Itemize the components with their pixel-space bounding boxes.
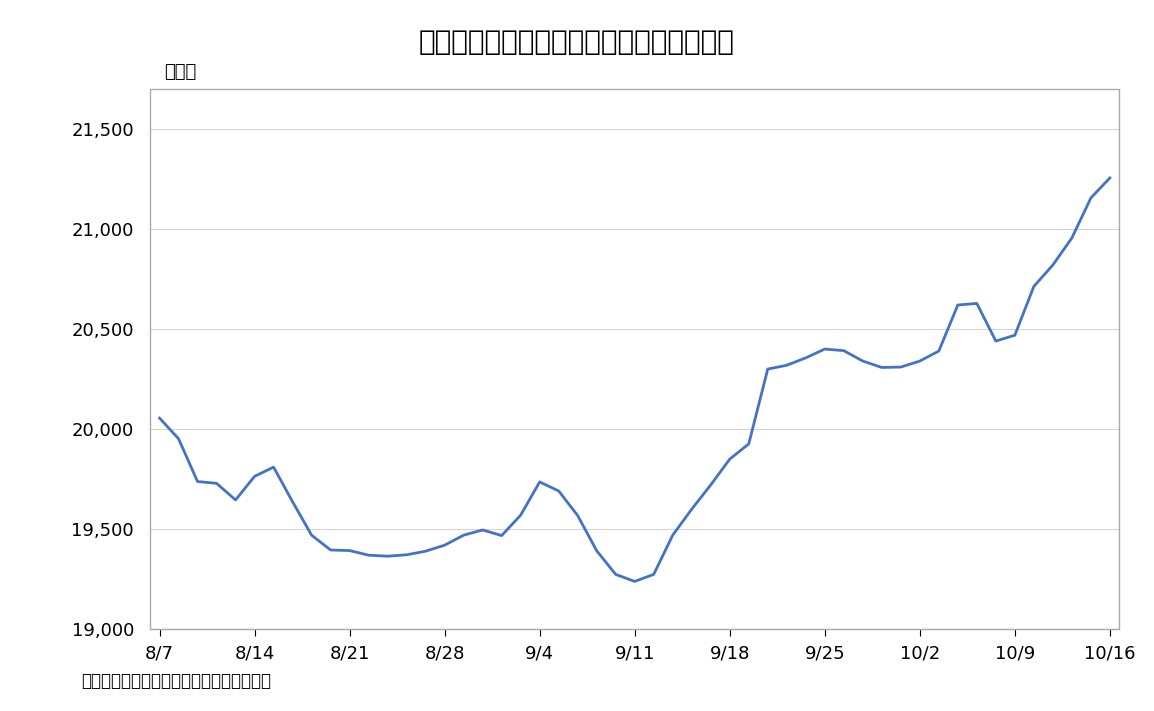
Bar: [150, 89, 1119, 629]
Text: （円）: （円）: [165, 63, 197, 81]
Text: 【図１】外部環境の好転で日経平均が上昇: 【図１】外部環境の好転で日経平均が上昇: [419, 28, 735, 56]
Text: （資料）　トムソンロイターより筆者作成: （資料） トムソンロイターより筆者作成: [81, 672, 271, 690]
